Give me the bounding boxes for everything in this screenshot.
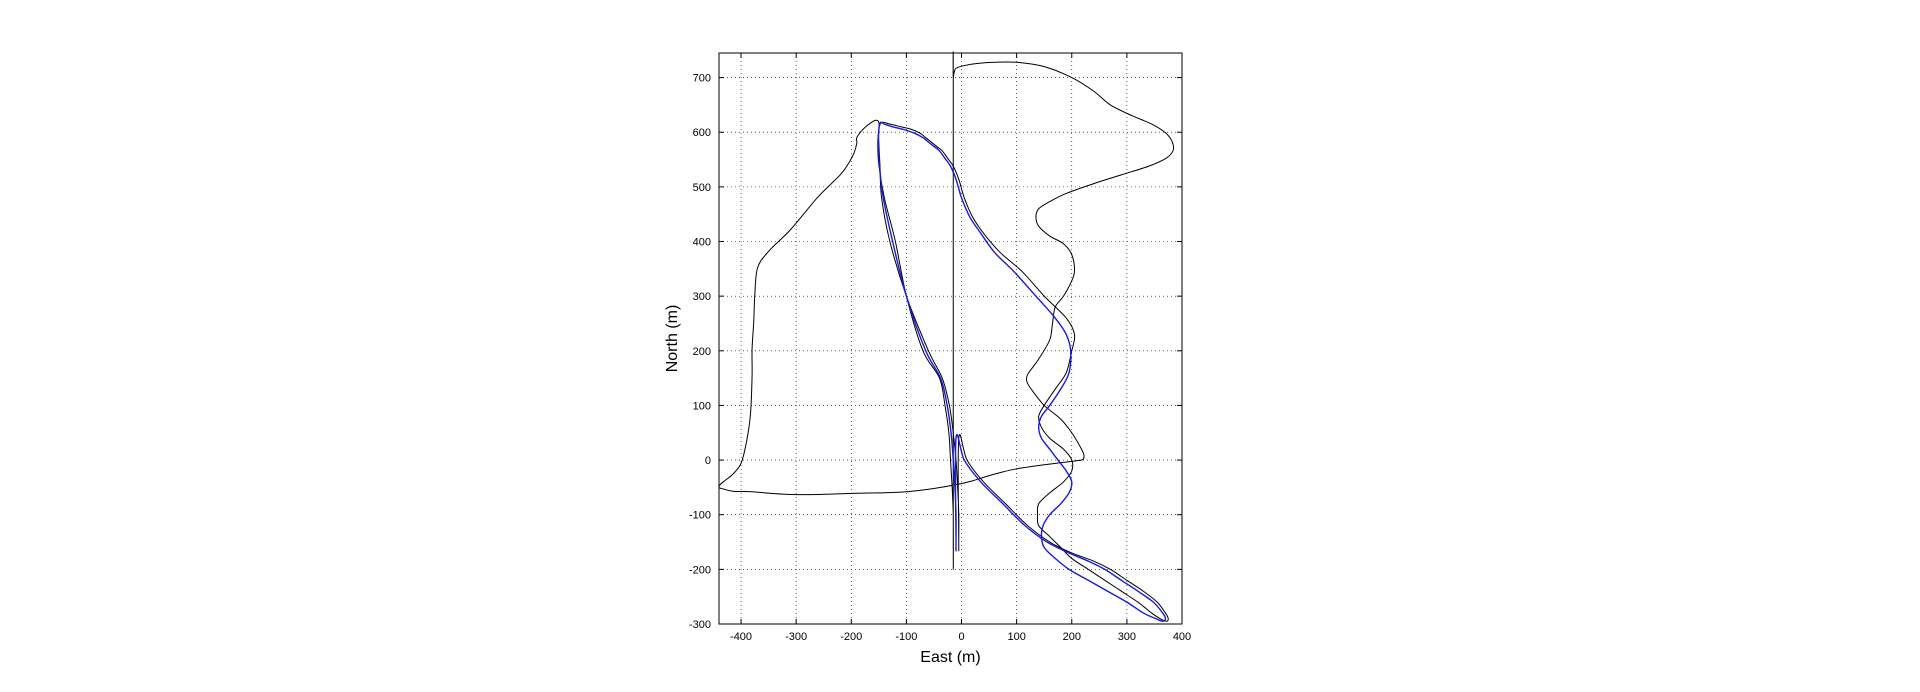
y-tick-label: -200 [689, 564, 711, 576]
x-tick-label: -400 [730, 631, 752, 643]
x-tick-label: 200 [1063, 631, 1081, 643]
x-tick-label: 100 [1007, 631, 1025, 643]
x-tick-label: 0 [958, 631, 964, 643]
grid [719, 53, 1183, 625]
y-tick-label: 300 [693, 291, 711, 303]
inner-boundary-line [878, 121, 1169, 622]
axes-frame [718, 52, 1183, 625]
y-tick-label: 600 [693, 127, 711, 139]
y-tick-label: 100 [693, 400, 711, 412]
series-group [718, 51, 1175, 622]
x-axis-label: East (m) [920, 649, 980, 666]
x-tick-label: -100 [895, 631, 917, 643]
x-tick-label: -300 [785, 631, 807, 643]
x-tick-label: 300 [1118, 631, 1136, 643]
y-tick-label: 400 [693, 237, 711, 249]
x-tick-label: -200 [840, 631, 862, 643]
y-axis-label: North (m) [664, 305, 681, 373]
y-tick-label: 700 [693, 73, 711, 85]
y-tick-label: -100 [689, 510, 711, 522]
y-tick-label: -300 [689, 619, 711, 631]
y-tick-label: 200 [693, 346, 711, 358]
outer-boundary-line [718, 51, 1175, 570]
x-tick-label: 400 [1173, 631, 1191, 643]
y-tick-label: 500 [693, 182, 711, 194]
trajectory-line [877, 121, 1167, 622]
y-tick-label: 0 [705, 455, 711, 467]
ticks: -400 -300 -200 -100 0 100 200 300 400 -300 -200 -10… [689, 53, 1191, 643]
